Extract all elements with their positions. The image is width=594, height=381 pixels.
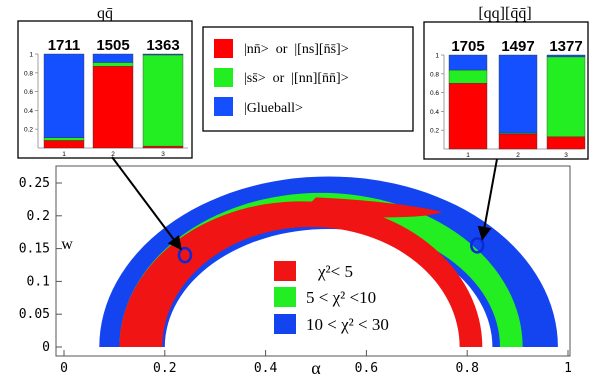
inset-bar-1-1	[448, 82, 488, 150]
inset-mass-label: 1505	[96, 37, 129, 54]
x-tick-label: 0.8	[455, 361, 478, 376]
inset-qqbar: qq̄ 0.2 0.4 0.6 0.8 1 1 1711 2 1505 3 1363	[17, 5, 193, 159]
inset-bar-2-2	[92, 62, 134, 67]
inset-bar-1-2	[448, 69, 488, 84]
inset-bar-1-2	[43, 137, 85, 141]
chi-squared-legend: χ²< 5 5 < χ² <10 10 < χ² < 30	[274, 261, 389, 334]
pointer-arrows	[111, 156, 498, 251]
inset-tetraquark-title: [qq][q̄q̄]	[478, 5, 531, 22]
state-legend: |nn̄> or |[ns][n̄s̄]> |ss̄> or |[nn][n̄n…	[202, 26, 414, 132]
inset-bar-2-3	[92, 53, 134, 63]
state-legend-label-3: |Glueball>	[244, 101, 303, 116]
inset-x-tick-label: 2	[516, 152, 520, 159]
x-tick-label: 0.2	[153, 361, 176, 376]
inset-y-tick-label: 0.6	[24, 89, 33, 96]
x-axis-ticks: 0 0.2 0.4 0.6 0.8 1	[60, 350, 572, 376]
x-axis-label: α	[311, 358, 321, 378]
inset-bar-3-2	[546, 56, 586, 137]
inset-mass-label: 1377	[549, 38, 582, 55]
inset-x-tick-label: 2	[111, 151, 115, 158]
x-tick-label: 0.4	[254, 361, 278, 376]
inset-bar-3-1	[142, 145, 184, 149]
region-band-3-tail	[300, 197, 442, 218]
y-tick-label: 0	[42, 340, 50, 355]
inset-mass-label: 1711	[48, 37, 81, 54]
marked-point-1	[177, 246, 193, 264]
y-tick-label: 0.05	[19, 307, 50, 322]
inset-x-tick-label: 3	[161, 151, 165, 158]
x-tick-label: 0.6	[355, 361, 378, 376]
inset-y-tick-label: 0.4	[430, 109, 439, 116]
inset-x-tick-label: 3	[564, 152, 568, 159]
inset-bar-3-2	[142, 54, 184, 147]
inset-x-tick-label: 1	[62, 151, 66, 158]
chi-legend-swatch-2	[274, 287, 296, 307]
inset-bar-1-1	[43, 140, 85, 149]
y-tick-label: 0.1	[27, 274, 50, 289]
chi-legend-label-2: 5 < χ² <10	[306, 288, 376, 307]
inset-y-tick-label: 0.4	[24, 108, 33, 115]
region-band-3	[119, 201, 483, 347]
arrow-to-point-1	[111, 156, 182, 251]
inset-y-tick-label: 1	[435, 53, 439, 60]
inset-bar-3-1	[546, 136, 586, 150]
chi-legend-swatch-1	[274, 261, 296, 281]
inset-qqbar-chart: 0.2 0.4 0.6 0.8 1 1 1711 2 1505 3 1363	[24, 37, 188, 158]
inset-y-tick-label: 0.6	[430, 90, 439, 97]
main-plot: 0 0.2 0.4 0.6 0.8 1 0 0.05 0.1 0.15 0.2 0.25 α w	[19, 165, 572, 378]
arrow-to-point-2	[477, 158, 498, 241]
inset-bar-3-3	[142, 53, 184, 56]
state-legend-label-2: |ss̄> or |[nn][n̄n̄]>	[244, 71, 349, 86]
inset-mass-label: 1497	[501, 38, 534, 55]
x-tick-label: 1	[564, 361, 572, 376]
y-tick-label: 0.2	[27, 209, 50, 224]
inset-y-tick-label: 0.8	[430, 71, 439, 78]
inset-bar-1-3	[448, 54, 488, 71]
y-axis-ticks: 0 0.05 0.1 0.15 0.2 0.25	[19, 176, 62, 355]
inset-y-tick-label: 1	[29, 52, 33, 59]
chi-legend-swatch-3	[274, 314, 296, 334]
state-legend-label-1: |nn̄> or |[ns][n̄s̄]>	[244, 42, 349, 57]
marked-points	[177, 237, 485, 264]
inset-mass-label: 1705	[451, 38, 484, 55]
main-plot-frame	[55, 165, 571, 357]
inset-y-tick-label: 0.8	[24, 70, 33, 77]
chi-legend-label-1: χ²< 5	[317, 262, 353, 281]
state-legend-frame	[202, 26, 414, 132]
chi-legend-label-3: 10 < χ² < 30	[306, 315, 389, 334]
y-axis-label: w	[61, 236, 73, 253]
state-legend-swatch-3	[214, 97, 233, 116]
marked-point-2	[470, 237, 485, 254]
inset-bar-2-1	[498, 133, 538, 150]
inset-x-tick-label: 1	[466, 152, 470, 159]
inset-bar-2-3	[498, 54, 538, 134]
state-legend-swatch-1	[214, 39, 233, 58]
inset-tetraquark-chart: 0.2 0.4 0.6 0.8 1 1 1705 2 1497 3 1377	[430, 38, 586, 159]
inset-qqbar-title: qq̄	[97, 5, 113, 22]
y-tick-label: 0.15	[19, 242, 50, 257]
y-tick-label: 0.25	[19, 176, 50, 191]
inset-bar-1-3	[43, 53, 85, 138]
inset-tetraquark: [qq][q̄q̄] 0.2 0.4 0.6 0.8 1 1 1705 2 1497 3 1377	[423, 5, 589, 160]
inset-bar-3-3	[546, 54, 586, 58]
allowed-regions	[99, 176, 558, 347]
inset-y-tick-label: 0.2	[430, 128, 439, 135]
inset-y-tick-label: 0.2	[24, 127, 33, 134]
x-tick-label: 0	[60, 361, 68, 376]
state-legend-swatch-2	[214, 68, 233, 87]
inset-mass-label: 1363	[146, 37, 179, 54]
inset-bar-2-1	[92, 66, 134, 149]
